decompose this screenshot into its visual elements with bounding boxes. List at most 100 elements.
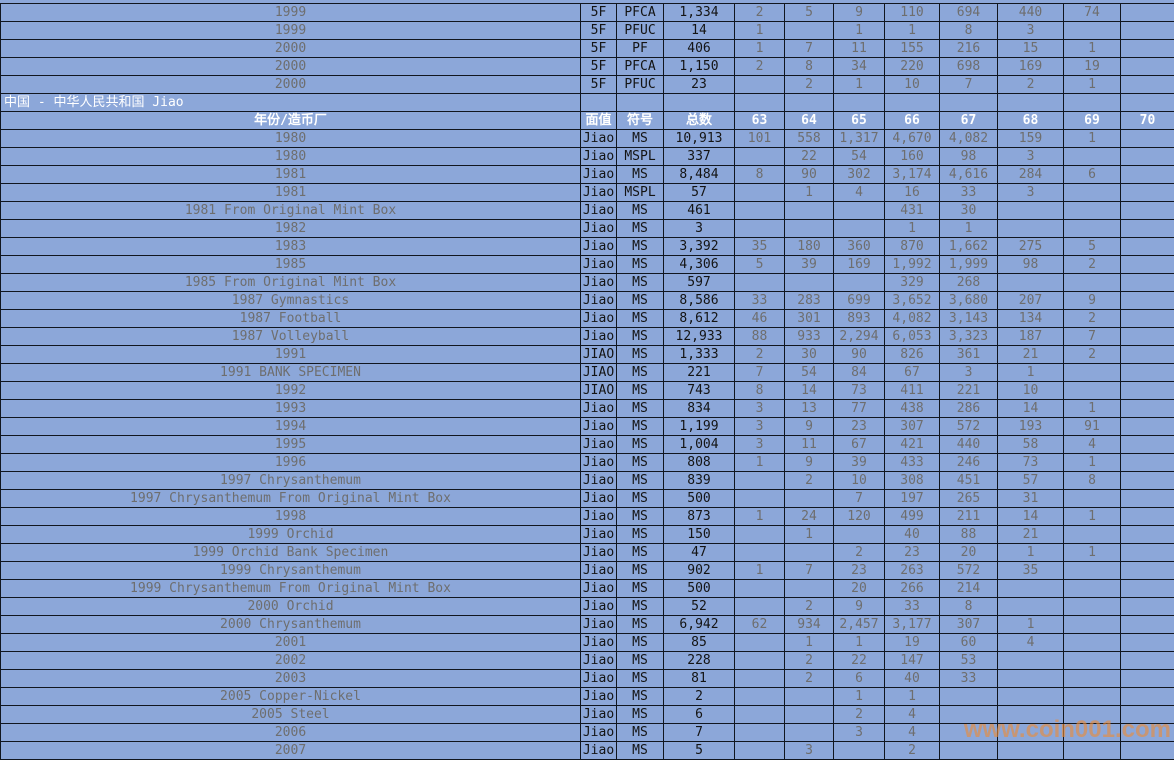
grade-count-cell: 34 bbox=[833, 57, 885, 76]
denom-cell: Jiao bbox=[580, 435, 617, 454]
denom-cell: 5F bbox=[580, 39, 617, 58]
grade-count-cell bbox=[1063, 525, 1121, 544]
grade-count-cell: 1 bbox=[997, 543, 1064, 562]
grade-count-cell bbox=[1120, 723, 1174, 742]
grade-count-cell: 98 bbox=[939, 147, 998, 166]
symbol-cell: MS bbox=[616, 327, 664, 346]
grade-count-cell: 40 bbox=[884, 669, 940, 688]
denom-cell: 5F bbox=[580, 75, 617, 94]
year-mint-cell: 1987 Gymnastics bbox=[0, 291, 581, 310]
grade-count-cell: 1 bbox=[833, 75, 885, 94]
column-header-total: 总数 bbox=[663, 111, 735, 130]
grade-count-cell: 7 bbox=[1063, 327, 1121, 346]
grade-count-cell bbox=[784, 723, 834, 742]
column-header-grade: 70 bbox=[1120, 111, 1174, 130]
empty-cell bbox=[939, 93, 998, 112]
year-mint-cell: 1999 bbox=[0, 3, 581, 22]
total-cell: 2 bbox=[663, 687, 735, 706]
year-mint-cell: 1999 Orchid Bank Specimen bbox=[0, 543, 581, 562]
grade-count-cell: 2 bbox=[784, 597, 834, 616]
grade-count-cell bbox=[1063, 633, 1121, 652]
grade-count-cell bbox=[734, 273, 785, 292]
total-cell: 1,150 bbox=[663, 57, 735, 76]
grade-count-cell: 77 bbox=[833, 399, 885, 418]
grade-count-cell bbox=[997, 687, 1064, 706]
column-header-grade: 68 bbox=[997, 111, 1064, 130]
column-header-denom: 面值 bbox=[580, 111, 617, 130]
grade-count-cell: 35 bbox=[997, 561, 1064, 580]
grade-count-cell: 3 bbox=[734, 399, 785, 418]
grade-count-cell: 14 bbox=[997, 399, 1064, 418]
grade-count-cell bbox=[1120, 255, 1174, 274]
grade-count-cell bbox=[997, 597, 1064, 616]
grade-count-cell bbox=[1120, 129, 1174, 148]
grade-count-cell: 307 bbox=[939, 615, 998, 634]
denom-cell: Jiao bbox=[580, 417, 617, 436]
column-header-grade: 67 bbox=[939, 111, 998, 130]
grade-count-cell bbox=[939, 687, 998, 706]
grade-count-cell: 268 bbox=[939, 273, 998, 292]
denom-cell: Jiao bbox=[580, 687, 617, 706]
grade-count-cell bbox=[1120, 543, 1174, 562]
grade-count-cell bbox=[734, 597, 785, 616]
grade-count-cell: 8 bbox=[939, 597, 998, 616]
table-row: 1992 JIAO MS 743 8 14 73 411 221 10 bbox=[0, 381, 1174, 400]
grade-count-cell: 433 bbox=[884, 453, 940, 472]
grade-count-cell bbox=[997, 201, 1064, 220]
grade-count-cell bbox=[1120, 345, 1174, 364]
column-header-grade: 63 bbox=[734, 111, 785, 130]
grade-count-cell: 20 bbox=[939, 543, 998, 562]
table-row: 1985 From Original Mint Box Jiao MS 597 329 2… bbox=[0, 273, 1174, 292]
grade-count-cell: 2 bbox=[784, 669, 834, 688]
grade-count-cell: 1 bbox=[833, 21, 885, 40]
empty-cell bbox=[784, 93, 834, 112]
grade-count-cell: 2 bbox=[884, 741, 940, 760]
grade-count-cell: 22 bbox=[833, 651, 885, 670]
grade-count-cell: 46 bbox=[734, 309, 785, 328]
grade-count-cell: 301 bbox=[784, 309, 834, 328]
denom-cell: Jiao bbox=[580, 399, 617, 418]
grade-count-cell: 3 bbox=[997, 183, 1064, 202]
total-cell: 406 bbox=[663, 39, 735, 58]
grade-count-cell: 4,616 bbox=[939, 165, 998, 184]
total-cell: 743 bbox=[663, 381, 735, 400]
grade-count-cell: 221 bbox=[939, 381, 998, 400]
grade-count-cell bbox=[1120, 489, 1174, 508]
grade-count-cell: 421 bbox=[884, 435, 940, 454]
denom-cell: Jiao bbox=[580, 327, 617, 346]
total-cell: 597 bbox=[663, 273, 735, 292]
grade-count-cell: 1 bbox=[884, 687, 940, 706]
grade-count-cell: 4,082 bbox=[884, 309, 940, 328]
total-cell: 12,933 bbox=[663, 327, 735, 346]
denom-cell: Jiao bbox=[580, 705, 617, 724]
table-row: 1981 From Original Mint Box Jiao MS 461 431 3… bbox=[0, 201, 1174, 220]
grade-count-cell: 933 bbox=[784, 327, 834, 346]
denom-cell: Jiao bbox=[580, 489, 617, 508]
grade-count-cell: 74 bbox=[1063, 3, 1121, 22]
grade-count-cell: 1 bbox=[939, 219, 998, 238]
symbol-cell: PFCA bbox=[616, 3, 664, 22]
symbol-cell: MS bbox=[616, 309, 664, 328]
grade-count-cell: 1 bbox=[784, 633, 834, 652]
grade-count-cell: 3 bbox=[833, 723, 885, 742]
grade-count-cell: 3,652 bbox=[884, 291, 940, 310]
grade-count-cell: 120 bbox=[833, 507, 885, 526]
grade-count-cell: 16 bbox=[884, 183, 940, 202]
grade-count-cell: 9 bbox=[784, 453, 834, 472]
year-mint-cell: 2002 bbox=[0, 651, 581, 670]
total-cell: 3 bbox=[663, 219, 735, 238]
total-cell: 1,004 bbox=[663, 435, 735, 454]
total-cell: 8,586 bbox=[663, 291, 735, 310]
grade-count-cell: 3 bbox=[997, 21, 1064, 40]
symbol-cell: MS bbox=[616, 417, 664, 436]
table-row: 1985 Jiao MS 4,306 5 39 169 1,992 1,999 98 2 bbox=[0, 255, 1174, 274]
grade-count-cell: 10 bbox=[997, 381, 1064, 400]
grade-count-cell: 3 bbox=[784, 741, 834, 760]
year-mint-cell: 1994 bbox=[0, 417, 581, 436]
grade-count-cell: 39 bbox=[784, 255, 834, 274]
grade-count-cell: 4 bbox=[997, 633, 1064, 652]
grade-count-cell: 19 bbox=[884, 633, 940, 652]
grade-count-cell: 33 bbox=[884, 597, 940, 616]
grade-count-cell: 197 bbox=[884, 489, 940, 508]
grade-count-cell bbox=[1120, 579, 1174, 598]
